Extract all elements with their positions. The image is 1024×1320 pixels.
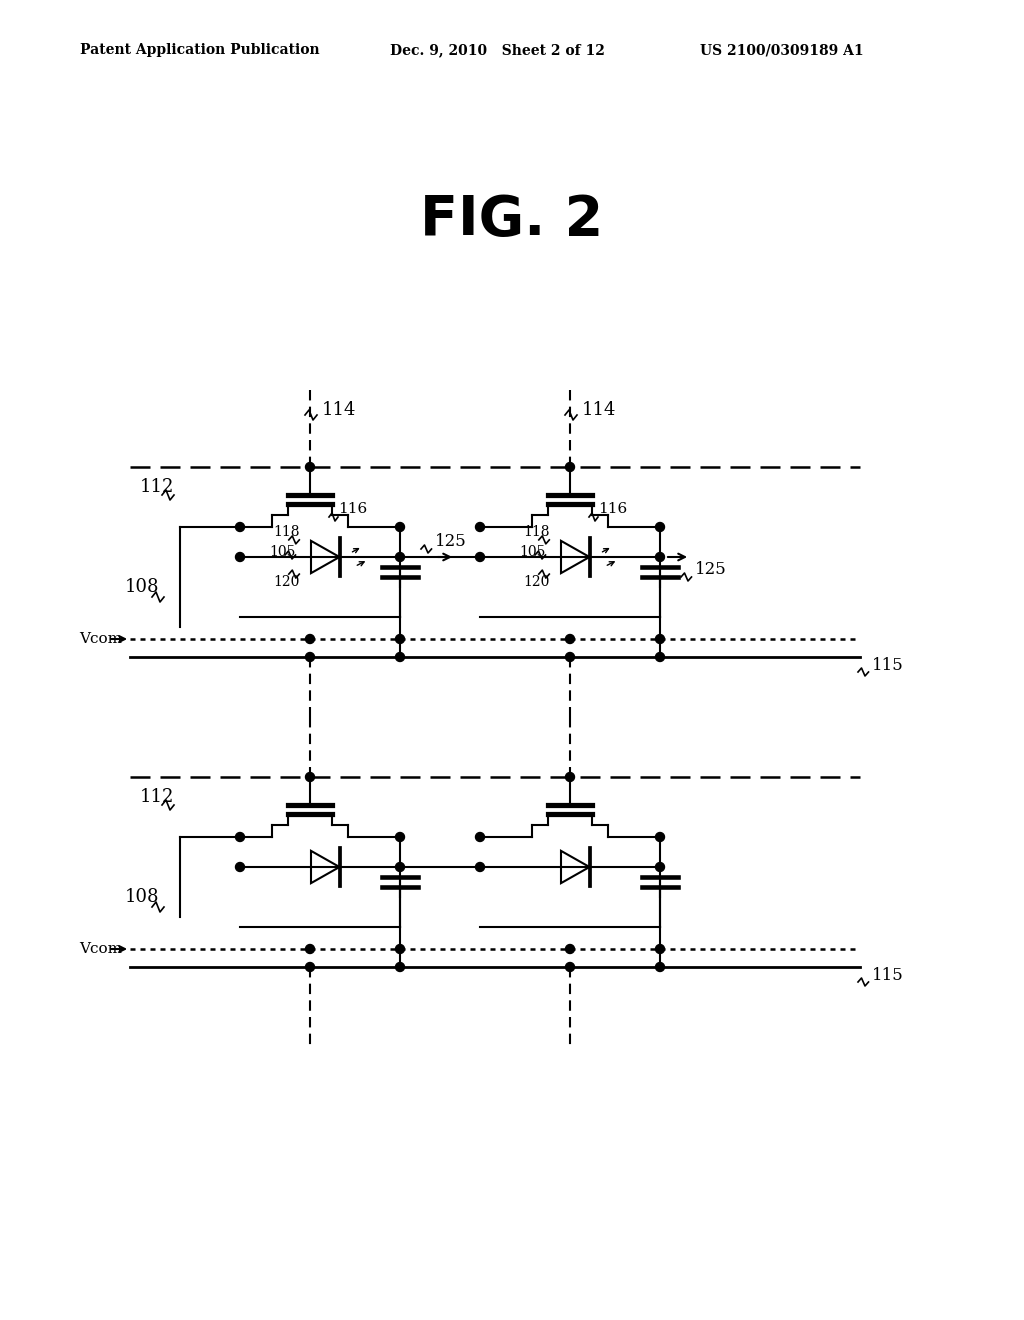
Text: 120: 120 bbox=[523, 574, 549, 589]
Text: 120: 120 bbox=[273, 574, 299, 589]
Circle shape bbox=[395, 833, 404, 842]
Circle shape bbox=[475, 862, 484, 871]
Circle shape bbox=[565, 462, 574, 471]
Circle shape bbox=[655, 833, 665, 842]
Text: 116: 116 bbox=[598, 502, 628, 516]
Text: 114: 114 bbox=[582, 401, 616, 418]
Circle shape bbox=[655, 862, 665, 871]
Circle shape bbox=[565, 652, 574, 661]
Circle shape bbox=[395, 635, 404, 644]
Circle shape bbox=[475, 523, 484, 532]
Text: 115: 115 bbox=[872, 966, 904, 983]
Text: 118: 118 bbox=[273, 525, 299, 540]
Text: Patent Application Publication: Patent Application Publication bbox=[80, 44, 319, 57]
Circle shape bbox=[305, 945, 314, 953]
Circle shape bbox=[655, 652, 665, 661]
Circle shape bbox=[395, 652, 404, 661]
Text: 105: 105 bbox=[519, 545, 546, 558]
Text: FIG. 2: FIG. 2 bbox=[421, 193, 603, 247]
Text: Vcom: Vcom bbox=[79, 632, 122, 645]
Circle shape bbox=[565, 945, 574, 953]
Circle shape bbox=[475, 553, 484, 561]
Circle shape bbox=[305, 772, 314, 781]
Circle shape bbox=[655, 635, 665, 644]
Circle shape bbox=[655, 945, 665, 953]
Circle shape bbox=[655, 523, 665, 532]
Circle shape bbox=[395, 945, 404, 953]
Text: US 2100/0309189 A1: US 2100/0309189 A1 bbox=[700, 44, 863, 57]
Text: Dec. 9, 2010   Sheet 2 of 12: Dec. 9, 2010 Sheet 2 of 12 bbox=[390, 44, 605, 57]
Circle shape bbox=[395, 553, 404, 561]
Circle shape bbox=[305, 652, 314, 661]
Text: 115: 115 bbox=[872, 656, 904, 673]
Text: 112: 112 bbox=[140, 788, 174, 807]
Circle shape bbox=[236, 523, 245, 532]
Text: 108: 108 bbox=[125, 578, 160, 597]
Circle shape bbox=[236, 553, 245, 561]
Circle shape bbox=[395, 962, 404, 972]
Circle shape bbox=[655, 553, 665, 561]
Text: 125: 125 bbox=[695, 561, 727, 578]
Text: 114: 114 bbox=[322, 401, 356, 418]
Text: 116: 116 bbox=[338, 502, 368, 516]
Circle shape bbox=[305, 635, 314, 644]
Text: Vcom: Vcom bbox=[79, 942, 122, 956]
Circle shape bbox=[565, 772, 574, 781]
Text: 108: 108 bbox=[125, 888, 160, 906]
Circle shape bbox=[395, 862, 404, 871]
Text: 112: 112 bbox=[140, 478, 174, 496]
Circle shape bbox=[305, 962, 314, 972]
Circle shape bbox=[236, 862, 245, 871]
Circle shape bbox=[655, 962, 665, 972]
Text: 118: 118 bbox=[523, 525, 550, 540]
Circle shape bbox=[395, 523, 404, 532]
Text: 125: 125 bbox=[435, 533, 467, 550]
Circle shape bbox=[565, 635, 574, 644]
Circle shape bbox=[565, 962, 574, 972]
Circle shape bbox=[305, 462, 314, 471]
Text: 105: 105 bbox=[269, 545, 296, 558]
Circle shape bbox=[475, 833, 484, 842]
Circle shape bbox=[236, 833, 245, 842]
